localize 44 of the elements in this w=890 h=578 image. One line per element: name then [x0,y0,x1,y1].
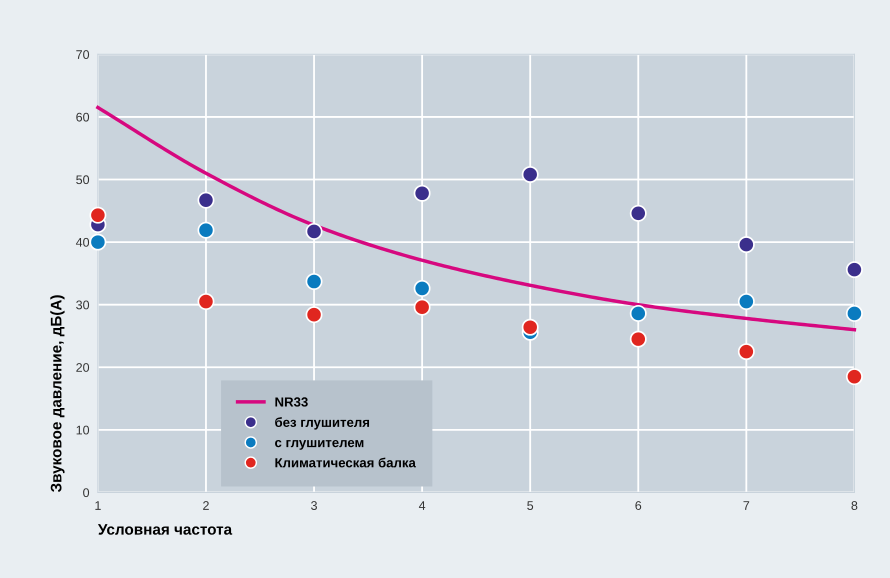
point [522,166,539,183]
point [846,261,863,278]
y-tick-label: 50 [76,175,90,184]
point [630,305,647,322]
x-tick-label: 2 [203,501,209,510]
y-tick-label: 0 [83,488,90,498]
point [738,293,755,310]
point [414,184,431,202]
point [89,206,106,224]
y-tick-label: 60 [76,112,90,122]
point [738,236,755,254]
point [198,192,214,209]
y-tick-label: 30 [76,300,90,310]
point [198,293,214,310]
x-tick-label: 1 [95,501,101,510]
x-tick-label: 3 [311,501,317,510]
y-axis-title: Звуковое давление, дБ(А) [50,295,65,492]
y-tick-label: 70 [76,50,90,59]
legend-label: NR33 [275,397,308,407]
y-tick-label: 20 [76,363,90,372]
x-tick-label: 8 [851,501,858,510]
point [414,280,431,297]
x-tick-label: 5 [527,501,534,510]
y-tick-label: 40 [76,238,90,247]
point [630,204,647,222]
legend-label: без глушителя [275,417,370,430]
point [306,223,322,240]
point [89,234,106,251]
point [522,318,539,336]
x-tick-label: 7 [743,501,750,510]
x-tick-label: 4 [418,501,426,510]
point [846,305,863,322]
x-axis-title: Условная частота [98,524,232,535]
point [630,330,647,348]
point [414,298,431,316]
x-tick-label: 6 [635,501,642,510]
legend-label: с глушителем [275,440,364,450]
y-tick-label: 10 [76,426,90,435]
point [738,343,755,360]
point [198,222,214,239]
point [306,273,322,290]
legend-label: Климатическая балка [275,458,416,468]
point [846,368,863,386]
point [306,306,322,324]
